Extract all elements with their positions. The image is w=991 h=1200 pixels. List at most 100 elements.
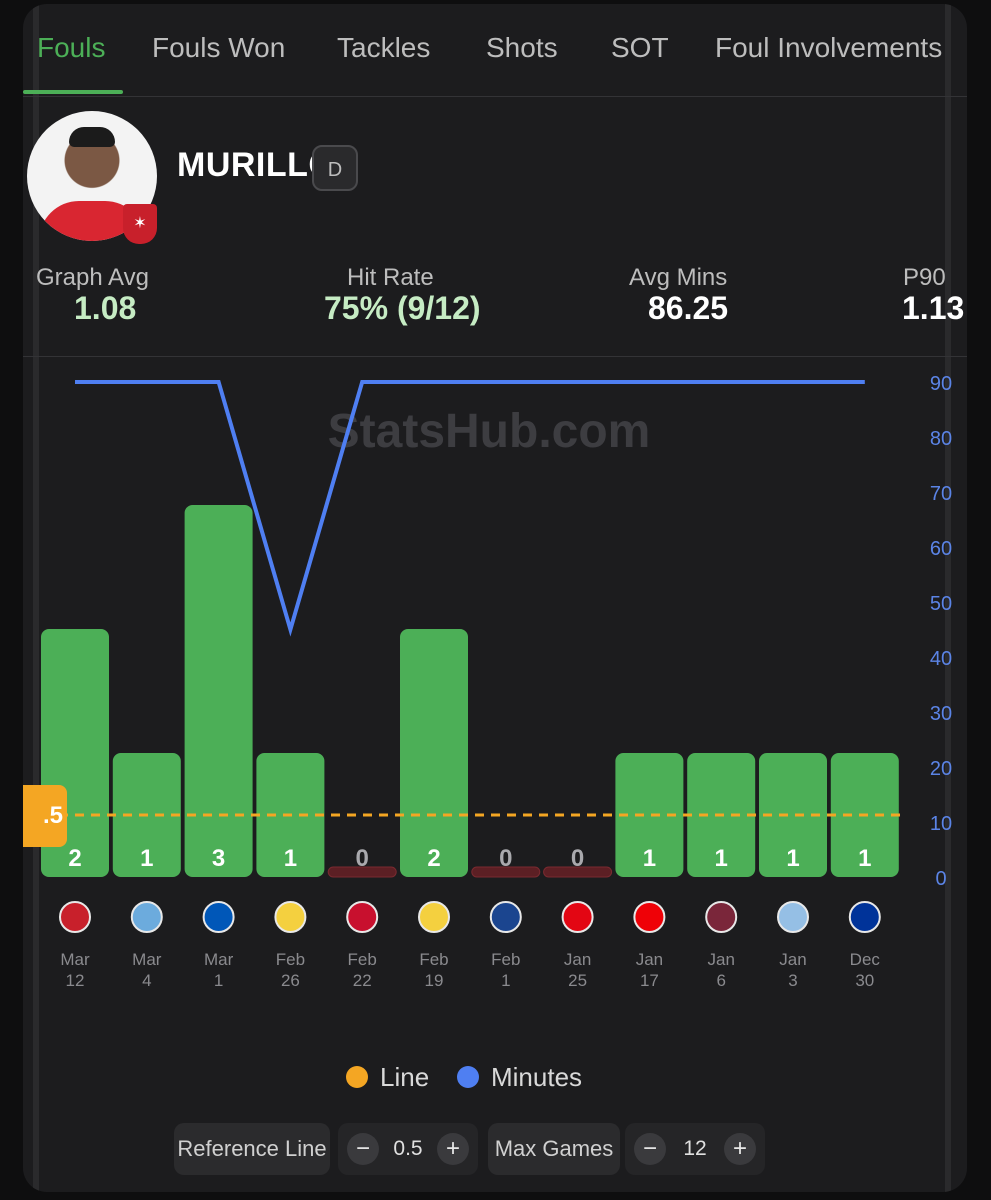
stats-divider bbox=[23, 356, 967, 357]
watermark: StatsHub.com bbox=[328, 405, 651, 458]
date-month: Jan bbox=[707, 950, 734, 969]
foul-bar bbox=[471, 866, 541, 878]
arsenal-crest-icon bbox=[633, 901, 666, 933]
date-month: Feb bbox=[348, 950, 377, 969]
tab-foul-involvements[interactable]: Foul Involvements bbox=[715, 32, 943, 63]
reference-increment-button[interactable]: + bbox=[437, 1133, 469, 1165]
liverpool-crest-icon bbox=[346, 901, 379, 933]
right-axis-tick: 30 bbox=[930, 703, 952, 725]
tab-shots[interactable]: Shots bbox=[486, 32, 558, 63]
right-axis-tick: 50 bbox=[930, 593, 952, 615]
right-axis-tick: 60 bbox=[930, 538, 952, 560]
foul-value-label: 2 bbox=[427, 845, 440, 872]
brighton-crest-icon bbox=[202, 901, 235, 933]
graph-avg-value: 1.08 bbox=[74, 290, 137, 326]
date-day: 30 bbox=[855, 971, 874, 990]
date-month: Jan bbox=[636, 950, 663, 969]
active-tab-underline bbox=[23, 90, 123, 94]
p90-value: 1.13 bbox=[902, 290, 965, 326]
fenerbahce-crest-icon bbox=[274, 901, 307, 933]
tab-sot[interactable]: SOT bbox=[611, 32, 669, 63]
reference-decrement-button[interactable]: − bbox=[347, 1133, 379, 1165]
stat-tabs: Fouls Fouls Won Tackles Shots SOT Foul I… bbox=[23, 4, 967, 97]
date-month: Mar bbox=[132, 950, 162, 969]
date-day: 25 bbox=[568, 971, 587, 990]
right-axis-tick: 90 bbox=[930, 373, 952, 395]
right-axis-tick: 20 bbox=[930, 758, 952, 780]
date-day: 19 bbox=[425, 971, 444, 990]
card-edge-left bbox=[33, 4, 39, 1192]
right-axis-tick: 40 bbox=[930, 648, 952, 670]
date-day: 6 bbox=[716, 971, 725, 990]
legend-minutes-dot bbox=[457, 1066, 479, 1088]
team-crest-icon: ✶ bbox=[123, 204, 157, 244]
max-games-label: Max Games bbox=[488, 1123, 620, 1175]
foul-value-label: 0 bbox=[356, 845, 369, 872]
legend-line-label: Line bbox=[380, 1062, 430, 1092]
right-axis-tick: 70 bbox=[930, 483, 952, 505]
man-city-crest-icon bbox=[130, 901, 163, 933]
foul-bar bbox=[327, 866, 397, 878]
tab-tackles[interactable]: Tackles bbox=[337, 32, 431, 63]
legend-line-dot bbox=[346, 1066, 368, 1088]
legend-minutes-label: Minutes bbox=[491, 1062, 583, 1092]
west-ham-crest-icon bbox=[705, 901, 738, 933]
midtjylland-crest-icon bbox=[59, 901, 91, 933]
date-month: Feb bbox=[491, 950, 520, 969]
tab-fouls[interactable]: Fouls bbox=[37, 32, 106, 63]
foul-value-label: 1 bbox=[715, 845, 728, 872]
hit-rate-label: Hit Rate bbox=[347, 264, 434, 291]
foul-bar bbox=[400, 629, 468, 877]
foul-value-label: 1 bbox=[786, 845, 799, 872]
foul-bar bbox=[184, 505, 253, 877]
foul-value-label: 1 bbox=[858, 845, 871, 872]
foul-bar bbox=[615, 753, 684, 877]
date-month: Feb bbox=[419, 950, 448, 969]
reference-line-value: 0.5 bbox=[393, 1137, 423, 1160]
graph-avg-label: Graph Avg bbox=[36, 264, 149, 291]
card-edge-right bbox=[945, 4, 951, 1192]
reference-line-label: Reference Line bbox=[174, 1123, 330, 1175]
avg-mins-value: 86.25 bbox=[648, 290, 729, 326]
foul-value-label: 0 bbox=[499, 845, 512, 872]
foul-value-label: 1 bbox=[140, 845, 153, 872]
tab-fouls-won[interactable]: Fouls Won bbox=[152, 32, 286, 63]
foul-value-label: 3 bbox=[212, 845, 225, 872]
right-axis-tick: 10 bbox=[930, 813, 952, 835]
brentford-crest-icon bbox=[561, 901, 594, 933]
foul-value-label: 1 bbox=[643, 845, 656, 872]
max-games-stepper: − 12 + bbox=[625, 1123, 765, 1175]
crystal-palace-crest-icon bbox=[489, 901, 522, 933]
player-name: MURILLO bbox=[177, 146, 336, 184]
position-badge: D bbox=[312, 145, 358, 191]
max-games-value: 12 bbox=[683, 1137, 707, 1160]
legend-line: Line bbox=[346, 1062, 429, 1093]
date-day: 1 bbox=[214, 971, 223, 990]
avg-mins-label: Avg Mins bbox=[629, 264, 728, 291]
foul-value-label: 0 bbox=[571, 845, 584, 872]
foul-bar bbox=[759, 753, 827, 877]
aston-villa-crest-icon bbox=[777, 901, 809, 933]
date-day: 1 bbox=[501, 971, 510, 990]
date-month: Jan bbox=[779, 950, 806, 969]
foul-bar bbox=[543, 866, 613, 878]
max-games-decrement-button[interactable]: − bbox=[634, 1133, 666, 1165]
right-axis-tick: 0 bbox=[935, 868, 946, 890]
date-day: 17 bbox=[640, 971, 659, 990]
hit-rate-value: 75% (9/12) bbox=[324, 290, 481, 326]
reference-line-stepper: − 0.5 + bbox=[338, 1123, 478, 1175]
reference-line-tag: .5 bbox=[23, 785, 67, 847]
date-day: 26 bbox=[281, 971, 300, 990]
date-day: 12 bbox=[66, 971, 85, 990]
date-day: 4 bbox=[142, 971, 151, 990]
stats-card: Fouls Fouls Won Tackles Shots SOT Foul I… bbox=[23, 4, 967, 1192]
right-axis-tick: 80 bbox=[930, 428, 952, 450]
date-day: 22 bbox=[353, 971, 372, 990]
max-games-increment-button[interactable]: + bbox=[724, 1133, 756, 1165]
everton-crest-icon bbox=[848, 901, 881, 933]
minutes-line bbox=[75, 380, 865, 637]
foul-value-label: 1 bbox=[284, 845, 297, 872]
fenerbahce-crest-icon bbox=[418, 901, 450, 933]
p90-label: P90 bbox=[903, 264, 946, 291]
